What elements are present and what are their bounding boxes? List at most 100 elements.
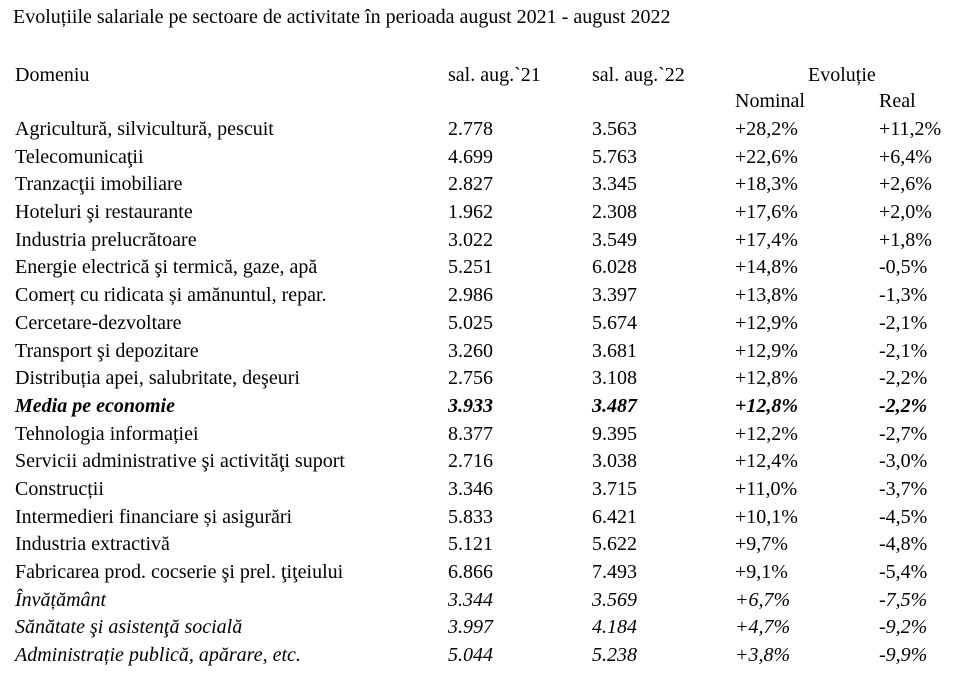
salary-aug-21: 3.022 [448,228,493,251]
sector-name: Comerț cu ridicata și amănuntul, repar. [15,284,327,307]
real-change: -2,1% [879,311,928,334]
nominal-change: +12,8% [735,367,798,390]
salary-aug-21: 2.756 [448,367,493,390]
salary-aug-21: 4.699 [448,145,493,168]
table-row: Construcții 3.346 3.715 +11,0% -3,7% [0,476,976,504]
salary-aug-22: 3.108 [592,367,637,390]
nominal-change: +11,0% [735,477,798,500]
nominal-change: +28,2% [735,118,798,140]
salary-aug-22: 5.622 [592,533,637,556]
table-row: Tranzacţii imobiliare 2.827 3.345 +18,3% +2,… [0,171,976,199]
salary-aug-22: 3.569 [592,588,637,611]
salary-aug-22: 2.308 [592,201,637,224]
page-title: Evoluțiile salariale pe sectoare de acti… [13,6,671,28]
table-row: Media pe economie 3.933 3.487 +12,8% -2,2% [0,393,976,421]
table-row: Învățământ 3.344 3.569 +6,7% -7,5% [0,587,976,615]
real-change: -7,5% [879,588,928,611]
nominal-change: +14,8% [735,256,798,279]
table-row: Telecomunicaţii 4.699 5.763 +22,6% +6,4% [0,144,976,172]
header-sal-aug-22: sal. aug.`22 [592,64,685,86]
nominal-change: +13,8% [735,284,798,307]
salary-aug-21: 3.346 [448,477,493,500]
salary-aug-21: 6.866 [448,561,493,583]
real-change: +2,6% [879,173,932,196]
salary-aug-21: 3.260 [448,339,493,362]
nominal-change: +3,8% [735,644,791,667]
salary-aug-22: 3.038 [592,450,637,473]
header-domain: Domeniu [15,64,90,86]
table-row: Distribuția apei, salubritate, deşeuri 2.… [0,365,976,393]
nominal-change: +12,4% [735,450,798,473]
nominal-change: +17,6% [735,201,798,224]
sector-name: Industria prelucrătoare [15,228,197,251]
real-change: -9,2% [879,616,928,639]
sector-name: Transport şi depozitare [15,339,199,362]
sector-name: Învățământ [15,588,107,611]
table-row: Sănătate şi asistenţă socială 3.997 4.184 +… [0,614,976,642]
salary-aug-21: 3.933 [448,394,493,417]
header-real: Real [879,90,916,112]
real-change: -3,0% [879,450,928,473]
salary-aug-21: 1.962 [448,201,493,224]
table-row: Intermedieri financiare și asigurări 5.83… [0,504,976,532]
table-row: Energie electrică şi termică, gaze, apă 5… [0,254,976,282]
salary-aug-22: 5.674 [592,311,637,334]
sector-name: Industria extractivă [15,533,170,556]
sector-name: Agricultură, silvicultură, pescuit [15,118,274,140]
table-row: Administrație publică, apărare, etc. 5.04… [0,642,976,670]
sector-name: Media pe economie [15,394,175,417]
table-row: Hoteluri şi restaurante 1.962 2.308 +17,6% +… [0,199,976,227]
sector-name: Servicii administrative şi activităţi su… [15,450,345,473]
table-row: Comerț cu ridicata și amănuntul, repar. 2… [0,282,976,310]
real-change: -1,3% [879,284,928,307]
table-row: Servicii administrative şi activităţi su… [0,448,976,476]
salary-aug-22: 3.681 [592,339,637,362]
real-change: +11,2% [879,118,942,140]
sector-name: Construcții [15,477,104,500]
real-change: -3,7% [879,477,928,500]
sector-name: Hoteluri şi restaurante [15,201,193,224]
sector-name: Fabricarea prod. cocserie şi prel. ţiţei… [15,561,344,583]
salary-aug-22: 3.715 [592,477,637,500]
nominal-change: +17,4% [735,228,798,251]
salary-aug-21: 3.344 [448,588,493,611]
salary-aug-22: 3.549 [592,228,637,251]
sector-name: Sănătate şi asistenţă socială [15,616,243,639]
sector-name: Intermedieri financiare și asigurări [15,505,293,528]
sector-name: Tehnologia informației [15,422,199,445]
table-row: Fabricarea prod. cocserie şi prel. ţiţei… [0,559,976,587]
real-change: -4,5% [879,505,928,528]
sector-name: Energie electrică şi termică, gaze, apă [15,256,318,279]
nominal-change: +6,7% [735,588,791,611]
salary-aug-22: 6.028 [592,256,637,279]
salary-aug-22: 9.395 [592,422,637,445]
sector-name: Administrație publică, apărare, etc. [15,644,301,667]
salary-aug-22: 7.493 [592,561,637,583]
nominal-change: +22,6% [735,145,798,168]
nominal-change: +10,1% [735,505,798,528]
table-row: Industria prelucrătoare 3.022 3.549 +17,4% +… [0,227,976,255]
salary-aug-21: 2.986 [448,284,493,307]
salary-aug-21: 5.833 [448,505,493,528]
salary-aug-21: 5.251 [448,256,493,279]
salary-aug-21: 5.121 [448,533,493,556]
sector-name: Distribuția apei, salubritate, deşeuri [15,367,300,390]
salary-aug-21: 5.044 [448,644,493,667]
table-row: Tehnologia informației 8.377 9.395 +12,2% -2… [0,421,976,449]
real-change: -0,5% [879,256,928,279]
nominal-change: +18,3% [735,173,798,196]
salary-aug-21: 8.377 [448,422,493,445]
sector-name: Tranzacţii imobiliare [15,173,183,196]
nominal-change: +12,2% [735,422,798,445]
sector-name: Telecomunicaţii [15,145,144,168]
real-change: -2,7% [879,422,928,445]
sector-name: Cercetare-dezvoltare [15,311,182,334]
real-change: -2,1% [879,339,928,362]
nominal-change: +12,9% [735,339,798,362]
table-row: Industria extractivă 5.121 5.622 +9,7% -4,8% [0,531,976,559]
real-change: +6,4% [879,145,932,168]
real-change: +1,8% [879,228,932,251]
real-change: -5,4% [879,561,928,583]
salary-aug-21: 3.997 [448,616,493,639]
header-nominal: Nominal [735,90,805,112]
